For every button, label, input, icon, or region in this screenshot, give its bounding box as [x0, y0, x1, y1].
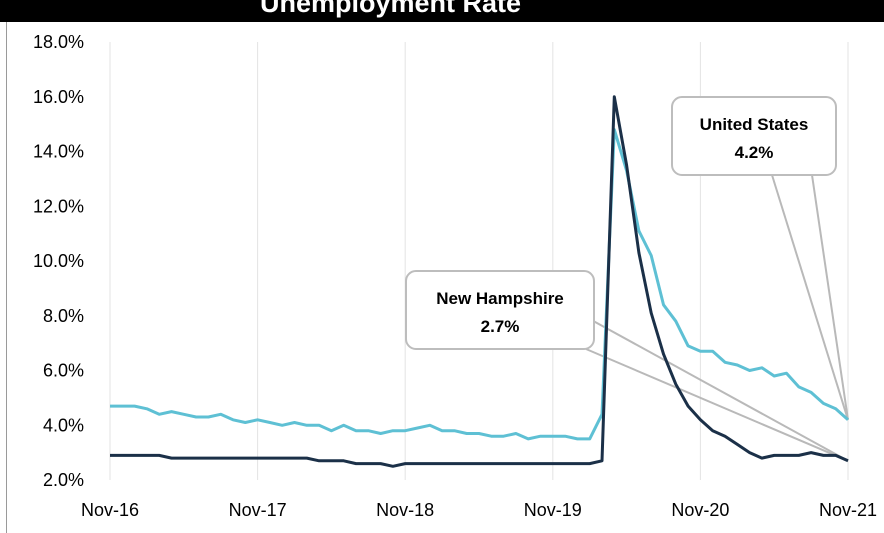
- us-rate-line: [110, 128, 849, 441]
- callout-value: 2.7%: [481, 317, 520, 336]
- y-tick-label: 10.0%: [33, 251, 84, 271]
- title-bar: Unemployment Rate: [0, 0, 884, 22]
- callout-pointers: [585, 174, 849, 462]
- callout-pointer-line: [585, 316, 849, 462]
- callout-label: United States: [700, 115, 809, 134]
- y-axis-tick-labels: 2.0% 4.0% 6.0% 8.0% 10.0% 12.0% 14.0% 16.0% 18.0…: [33, 32, 84, 490]
- x-tick-label: Nov-18: [376, 500, 434, 520]
- x-tick-label: Nov-16: [81, 500, 139, 520]
- x-axis-tick-labels: Nov-16 Nov-17 Nov-18 Nov-19 Nov-20 Nov-21: [81, 500, 877, 520]
- x-tick-label: Nov-20: [671, 500, 729, 520]
- y-tick-label: 18.0%: [33, 32, 84, 52]
- chart-title: Unemployment Rate: [260, 0, 522, 18]
- series-lines: [110, 95, 849, 468]
- frame-border: [6, 22, 7, 533]
- callouts: United States 4.2% New Hampshire 2.7%: [405, 96, 837, 350]
- y-tick-label: 8.0%: [43, 306, 84, 326]
- y-tick-label: 16.0%: [33, 87, 84, 107]
- callout-box: [671, 96, 837, 176]
- y-tick-label: 12.0%: [33, 196, 84, 216]
- y-tick-label: 2.0%: [43, 470, 84, 490]
- nh-rate-line: [110, 95, 849, 468]
- callout-value: 4.2%: [735, 143, 774, 162]
- callout-box: [405, 270, 595, 350]
- callout-pointer-line: [771, 174, 849, 421]
- y-tick-label: 14.0%: [33, 142, 84, 162]
- y-tick-label: 6.0%: [43, 361, 84, 381]
- callout-pointer-line: [811, 174, 849, 420]
- x-tick-label: Nov-19: [524, 500, 582, 520]
- x-tick-label: Nov-21: [819, 500, 877, 520]
- x-tick-label: Nov-17: [229, 500, 287, 520]
- y-tick-label: 4.0%: [43, 415, 84, 435]
- callout-pointer-line: [585, 348, 849, 462]
- callout-label: New Hampshire: [436, 289, 564, 308]
